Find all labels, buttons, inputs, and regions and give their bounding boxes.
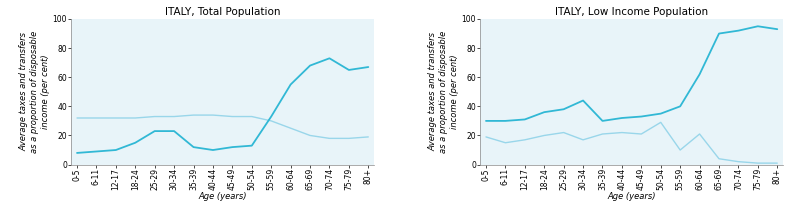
Title: ITALY, Total Population: ITALY, Total Population [165,7,280,17]
Y-axis label: Average taxes and transfers
as a proportion of disposable
income (per cent): Average taxes and transfers as a proport… [20,31,50,153]
Title: ITALY, Low Income Population: ITALY, Low Income Population [555,7,708,17]
Y-axis label: Average taxes and transfers
as a proportion of disposable
income (per cent): Average taxes and transfers as a proport… [429,31,459,153]
X-axis label: Age (years): Age (years) [199,192,247,201]
X-axis label: Age (years): Age (years) [607,192,656,201]
